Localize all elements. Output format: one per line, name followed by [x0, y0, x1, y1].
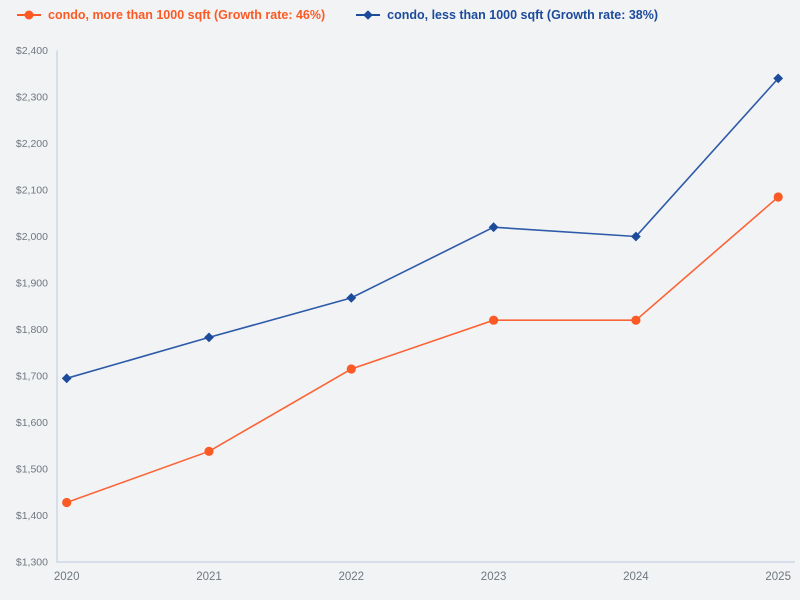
data-point-series1-2025[interactable]: [773, 192, 783, 202]
legend-item-condo-less-1000sqft[interactable]: condo, less than 1000 sqft (Growth rate:…: [355, 8, 658, 22]
x-axis-tick-label: 2024: [623, 571, 649, 583]
y-axis-tick-label: $2,300: [16, 92, 48, 104]
x-axis-tick-label: 2022: [339, 571, 365, 583]
y-axis-tick-label: $1,400: [16, 510, 48, 522]
x-axis-tick-label: 2020: [54, 571, 80, 583]
y-axis-tick-label: $1,900: [16, 278, 48, 290]
data-point-series2-2024[interactable]: [631, 231, 641, 242]
series-line-2: [66, 77, 779, 380]
data-point-series1-2020[interactable]: [62, 497, 72, 508]
x-axis-tick-label: 2025: [765, 571, 791, 583]
x-axis-tick-label: 2021: [196, 571, 222, 583]
data-point-series2-2021[interactable]: [204, 332, 214, 343]
x-axis-tick-label: 2023: [481, 571, 507, 583]
data-point-series1-2021[interactable]: [204, 446, 214, 456]
legend-label-series2: condo, less than 1000 sqft (Growth rate:…: [387, 8, 659, 22]
y-axis-tick-label: $1,600: [16, 417, 48, 429]
legend-diamond-marker-icon: [356, 10, 381, 20]
data-point-series1-2023[interactable]: [489, 315, 499, 325]
legend-item-condo-more-1000sqft[interactable]: condo, more than 1000 sqft (Growth rate:…: [16, 8, 325, 22]
data-point-series2-2023[interactable]: [488, 222, 499, 233]
y-axis-tick-label: $2,000: [16, 231, 48, 243]
y-axis-tick-label: $1,800: [16, 324, 48, 336]
legend-circle-marker-icon: [17, 10, 41, 20]
data-point-series1-2022[interactable]: [346, 364, 356, 374]
y-axis-tick-label: $1,700: [16, 371, 48, 383]
data-point-series2-2020[interactable]: [61, 373, 72, 384]
data-point-series2-2025[interactable]: [773, 73, 784, 84]
legend-label-series1: condo, more than 1000 sqft (Growth rate:…: [48, 8, 326, 22]
y-axis-tick-label: $2,400: [16, 45, 48, 57]
series-line-1: [66, 196, 779, 504]
data-point-series1-2024[interactable]: [631, 315, 641, 325]
y-axis-tick-label: $1,300: [16, 557, 48, 569]
chart-legend: condo, more than 1000 sqft (Growth rate:…: [16, 8, 658, 22]
y-axis-tick-label: $2,200: [16, 138, 48, 150]
data-point-series2-2022[interactable]: [346, 292, 357, 303]
axes-line: [56, 50, 795, 563]
y-axis-tick-label: $2,100: [16, 185, 48, 197]
y-axis-tick-label: $1,500: [16, 464, 48, 476]
